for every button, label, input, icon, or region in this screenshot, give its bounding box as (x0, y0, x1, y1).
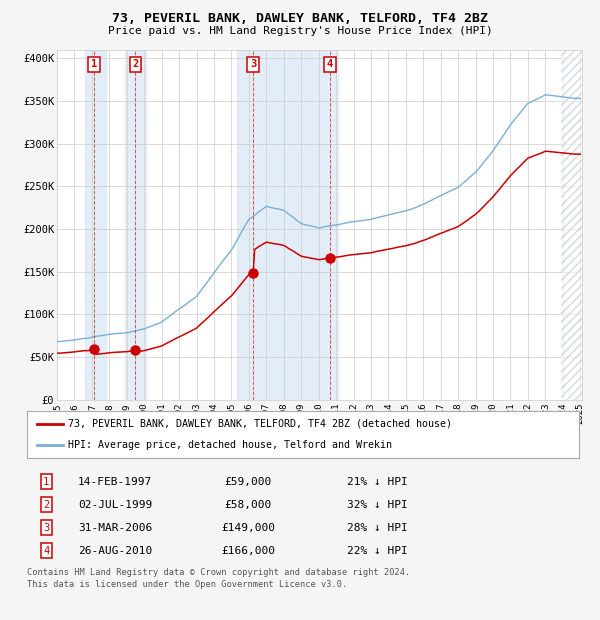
Text: 21% ↓ HPI: 21% ↓ HPI (347, 477, 408, 487)
Text: 73, PEVERIL BANK, DAWLEY BANK, TELFORD, TF4 2BZ (detached house): 73, PEVERIL BANK, DAWLEY BANK, TELFORD, … (68, 418, 452, 428)
Text: 3: 3 (250, 59, 256, 69)
Text: 1: 1 (91, 59, 97, 69)
Text: 73, PEVERIL BANK, DAWLEY BANK, TELFORD, TF4 2BZ: 73, PEVERIL BANK, DAWLEY BANK, TELFORD, … (112, 12, 488, 25)
Text: Contains HM Land Registry data © Crown copyright and database right 2024.: Contains HM Land Registry data © Crown c… (27, 569, 410, 577)
Text: £166,000: £166,000 (221, 546, 275, 556)
Text: 1: 1 (43, 477, 49, 487)
Text: £59,000: £59,000 (224, 477, 271, 487)
Text: 14-FEB-1997: 14-FEB-1997 (78, 477, 152, 487)
Text: 4: 4 (43, 546, 49, 556)
Text: 2: 2 (133, 59, 139, 69)
Text: 22% ↓ HPI: 22% ↓ HPI (347, 546, 408, 556)
Text: 02-JUL-1999: 02-JUL-1999 (78, 500, 152, 510)
Text: 31-MAR-2006: 31-MAR-2006 (78, 523, 152, 533)
Text: 32% ↓ HPI: 32% ↓ HPI (347, 500, 408, 510)
Bar (561, 50, 582, 400)
Text: £149,000: £149,000 (221, 523, 275, 533)
Bar (125, 50, 146, 400)
Text: Price paid vs. HM Land Registry's House Price Index (HPI): Price paid vs. HM Land Registry's House … (107, 26, 493, 36)
Text: 2: 2 (43, 500, 49, 510)
Text: This data is licensed under the Open Government Licence v3.0.: This data is licensed under the Open Gov… (27, 580, 347, 589)
Text: 28% ↓ HPI: 28% ↓ HPI (347, 523, 408, 533)
Text: HPI: Average price, detached house, Telford and Wrekin: HPI: Average price, detached house, Telf… (68, 440, 392, 450)
Text: 3: 3 (43, 523, 49, 533)
Text: 26-AUG-2010: 26-AUG-2010 (78, 546, 152, 556)
Bar (85, 50, 106, 400)
Text: £58,000: £58,000 (224, 500, 271, 510)
Bar (236, 50, 338, 400)
Text: 4: 4 (327, 59, 333, 69)
